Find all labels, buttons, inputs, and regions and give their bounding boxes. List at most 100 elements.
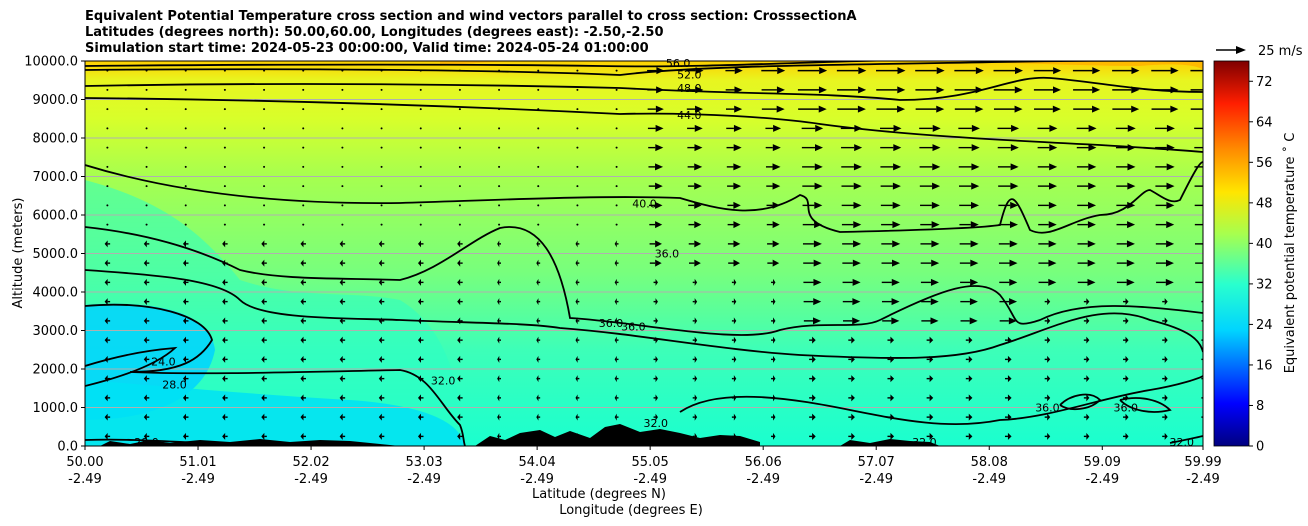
wind-vector <box>419 146 422 149</box>
wind-vector-head <box>733 394 737 402</box>
wind-vector-head <box>300 336 304 344</box>
wind-vector <box>380 185 383 188</box>
wind-vector-head <box>890 375 895 383</box>
wind-vector-head <box>773 355 776 363</box>
wind-vector-head <box>536 240 539 248</box>
wind-vector <box>184 146 187 149</box>
wind-vector-head <box>614 355 617 363</box>
wind-vector <box>223 223 226 226</box>
wind-vector-head <box>1127 144 1136 152</box>
wind-vector-head <box>1166 221 1175 229</box>
wind-vector <box>184 69 187 72</box>
wind-vector-head <box>222 317 226 325</box>
wind-vector-head <box>655 413 658 421</box>
wind-vector-head <box>733 259 741 267</box>
wind-vector-head <box>772 240 780 248</box>
wind-vector-head <box>655 432 658 440</box>
wind-vector-head <box>1010 182 1019 190</box>
wind-vector-head <box>655 144 664 152</box>
wind-vector-head <box>814 221 823 229</box>
y-tick-label: 2000.0 <box>33 363 79 378</box>
wind-vector-head <box>339 432 343 440</box>
wind-vector-head <box>261 278 265 286</box>
wind-vector-head <box>1048 201 1057 209</box>
wind-vector-head <box>975 86 984 94</box>
wind-vector-head <box>143 278 147 286</box>
wind-vector-head <box>1009 221 1018 229</box>
wind-vector <box>223 146 226 149</box>
wind-vector-head <box>1007 375 1012 383</box>
wind-vector-head <box>1127 163 1136 171</box>
wind-vector-head <box>1127 221 1136 229</box>
wind-vector <box>302 88 305 91</box>
wind-vector-head <box>891 317 900 325</box>
wind-vector-head <box>575 394 578 402</box>
wind-vector-head <box>1164 336 1168 344</box>
x-axis-label-latitude: Latitude (degrees N) <box>532 487 666 502</box>
wind-vector-head <box>536 355 539 363</box>
wind-vector-head <box>694 144 703 152</box>
contour-label: 24.0 <box>151 355 176 368</box>
wind-vector-head <box>182 375 186 383</box>
wind-vector-head <box>695 86 704 94</box>
wind-vector-head <box>417 375 422 383</box>
wind-vector-head <box>733 240 741 248</box>
wind-vector-head <box>182 413 186 421</box>
wind-vector-head <box>1007 394 1012 402</box>
wind-vector-head <box>614 413 617 421</box>
wind-vector-head <box>614 336 617 344</box>
wind-vector <box>615 69 618 72</box>
wind-vector-head <box>655 259 662 267</box>
wind-vector-head <box>777 67 786 75</box>
x-tick-label-lat: 53.03 <box>405 455 442 470</box>
wind-vector-head <box>812 336 816 344</box>
wind-vector-head <box>457 259 461 267</box>
x-tick-label-lon: -2.49 <box>407 472 441 487</box>
wind-vector <box>576 146 579 149</box>
wind-vector-head <box>1049 163 1058 171</box>
wind-vector-head <box>931 221 940 229</box>
wind-vector-head <box>1125 336 1129 344</box>
wind-vector-head <box>1206 125 1214 132</box>
wind-vector-head <box>1052 105 1061 113</box>
wind-vector-head <box>1088 144 1097 152</box>
wind-vector-head <box>1048 182 1057 190</box>
wind-vector <box>380 165 383 168</box>
wind-vector-head <box>1086 375 1090 383</box>
wind-vector-head <box>143 317 147 325</box>
wind-vector-head <box>772 221 780 229</box>
wind-vector-head <box>339 278 343 286</box>
wind-vector-head <box>931 259 940 267</box>
wind-vector-head <box>815 124 824 132</box>
wind-vector-head <box>655 163 664 171</box>
wind-vector-head <box>497 375 500 383</box>
wind-vector <box>302 69 305 72</box>
wind-vector <box>615 108 618 111</box>
wind-vector-head <box>968 375 973 383</box>
wind-vector-head <box>929 413 934 421</box>
wind-vector-head <box>1127 201 1136 209</box>
y-tick-label: 7000.0 <box>33 170 79 185</box>
wind-vector-head <box>1125 375 1129 383</box>
wind-vector-head <box>1009 240 1018 248</box>
wind-vector <box>341 69 344 72</box>
wind-vector-head <box>182 259 186 267</box>
wind-vector <box>341 204 344 207</box>
wind-vector-head <box>929 432 934 440</box>
wind-vector-head <box>300 355 304 363</box>
wind-vector-head <box>300 394 304 402</box>
wind-vector-head <box>733 413 737 421</box>
wind-vector-head <box>853 163 862 171</box>
wind-vector-head <box>1086 336 1090 344</box>
wind-vectors <box>104 67 1214 440</box>
wind-vector-head <box>1014 105 1023 113</box>
wind-vector-head <box>733 298 737 306</box>
wind-vector-head <box>1126 278 1135 286</box>
wind-vector <box>498 88 501 91</box>
wind-vector-head <box>1007 413 1012 421</box>
colorbar-tick-label: 8 <box>1256 399 1264 414</box>
colorbar-tick-label: 32 <box>1256 277 1273 292</box>
wind-vector <box>223 88 226 91</box>
wind-vector-head <box>1166 240 1175 248</box>
